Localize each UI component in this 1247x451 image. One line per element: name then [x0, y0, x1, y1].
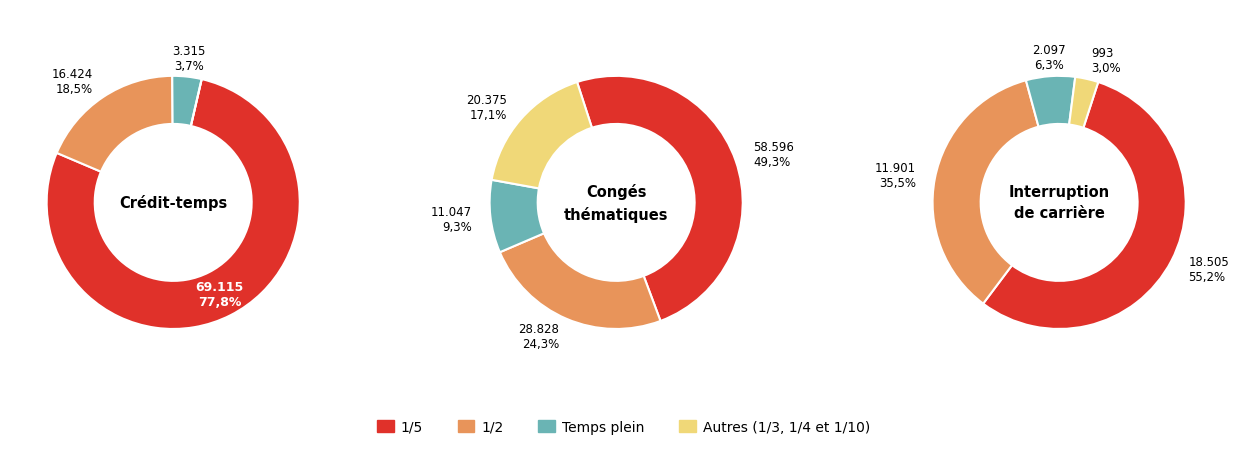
Wedge shape — [577, 77, 743, 321]
Text: 20.375
17,1%: 20.375 17,1% — [465, 93, 506, 121]
Wedge shape — [491, 83, 592, 189]
Wedge shape — [1026, 77, 1075, 127]
Wedge shape — [172, 77, 202, 127]
Wedge shape — [191, 80, 202, 127]
Wedge shape — [983, 83, 1186, 329]
Legend: 1/5, 1/2, Temps plein, Autres (1/3, 1/4 et 1/10): 1/5, 1/2, Temps plein, Autres (1/3, 1/4 … — [372, 414, 875, 440]
Text: 11.901
35,5%: 11.901 35,5% — [875, 161, 917, 189]
Wedge shape — [490, 180, 544, 253]
Text: 18.505
55,2%: 18.505 55,2% — [1188, 256, 1230, 284]
Wedge shape — [933, 81, 1039, 304]
Wedge shape — [1069, 78, 1099, 129]
Text: 2.097
6,3%: 2.097 6,3% — [1033, 44, 1066, 72]
Text: Interruption
de carrière: Interruption de carrière — [1009, 185, 1110, 221]
Wedge shape — [500, 234, 661, 329]
Text: 11.047
9,3%: 11.047 9,3% — [430, 205, 471, 233]
Text: 69.115
77,8%: 69.115 77,8% — [196, 280, 244, 308]
Text: 993
3,0%: 993 3,0% — [1091, 47, 1121, 75]
Text: 16.424
18,5%: 16.424 18,5% — [51, 68, 92, 96]
Text: Congés
thématiques: Congés thématiques — [564, 184, 668, 222]
Wedge shape — [56, 77, 172, 172]
Text: 58.596
49,3%: 58.596 49,3% — [753, 141, 794, 169]
Wedge shape — [46, 80, 299, 329]
Text: 3.315
3,7%: 3.315 3,7% — [172, 45, 206, 73]
Text: 28.828
24,3%: 28.828 24,3% — [518, 322, 559, 350]
Text: Crédit-temps: Crédit-temps — [118, 195, 227, 211]
